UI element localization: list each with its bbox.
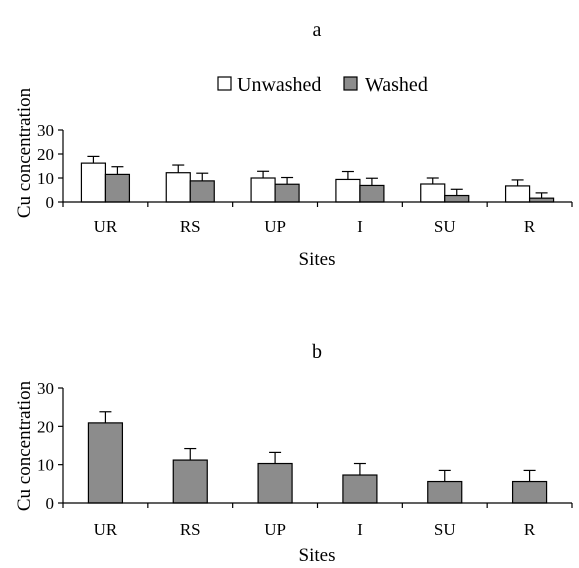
legend-swatch-unwashed <box>217 76 232 91</box>
x-axis-ticks: UR RS UP I SU R <box>62 503 573 539</box>
legend-label-washed: Washed <box>365 74 428 96</box>
x-axis-ticks: UR RS UP I SU R <box>62 202 573 236</box>
y-tick-label: 0 <box>46 494 55 513</box>
bar <box>80 162 107 203</box>
x-tick-label: R <box>524 217 536 236</box>
panel-label-a: a <box>313 19 322 41</box>
chart-panel-a: a Unwashed Washed Cu concentration 0 10 20… <box>14 19 573 270</box>
x-tick-label: SU <box>434 217 456 236</box>
legend-label-unwashed: Unwashed <box>237 74 321 96</box>
bar <box>165 172 191 203</box>
bar <box>427 480 463 504</box>
bar <box>335 178 361 203</box>
y-tick-label: 30 <box>37 121 54 140</box>
x-tick-label: SU <box>434 520 456 539</box>
chart-panel-b: b Cu concentration 0 10 20 30 UR RS UP I SU R Si… <box>14 341 573 566</box>
bars <box>87 411 548 504</box>
x-axis-label: Sites <box>299 545 336 566</box>
x-tick-label: R <box>524 520 536 539</box>
x-tick-label: UR <box>94 520 118 539</box>
x-tick-label: RS <box>180 520 201 539</box>
legend-swatch-washed <box>343 76 358 91</box>
bar <box>342 474 378 504</box>
y-axis-ticks: 0 10 20 30 <box>37 121 63 212</box>
x-tick-label: UR <box>94 217 118 236</box>
legend: Unwashed Washed <box>217 74 428 96</box>
bar <box>189 180 215 203</box>
axes <box>62 388 572 504</box>
bar <box>104 173 131 203</box>
bar <box>511 480 548 504</box>
y-axis-ticks: 0 10 20 30 <box>37 379 63 513</box>
x-tick-label: UP <box>264 520 286 539</box>
bars <box>80 155 555 203</box>
y-tick-label: 0 <box>46 193 55 212</box>
axes <box>62 130 572 203</box>
bar <box>250 177 276 203</box>
y-tick-label: 10 <box>37 169 54 188</box>
x-tick-label: RS <box>180 217 201 236</box>
bar <box>504 185 531 203</box>
x-axis-label: Sites <box>299 249 336 270</box>
y-tick-label: 30 <box>37 379 54 398</box>
bar <box>87 422 124 504</box>
y-axis-label: Cu concentration <box>14 87 35 218</box>
bar <box>172 459 208 504</box>
y-axis-label: Cu concentration <box>14 380 35 511</box>
x-tick-label: UP <box>264 217 286 236</box>
y-tick-label: 20 <box>37 145 54 164</box>
bar <box>257 462 293 504</box>
bar <box>420 183 446 203</box>
bar <box>274 183 300 203</box>
x-tick-label: I <box>357 520 363 539</box>
x-tick-label: I <box>357 217 363 236</box>
y-tick-label: 20 <box>37 417 54 436</box>
bar <box>359 184 385 203</box>
bar <box>444 194 470 203</box>
panel-label-b: b <box>312 341 322 363</box>
y-tick-label: 10 <box>37 456 54 475</box>
